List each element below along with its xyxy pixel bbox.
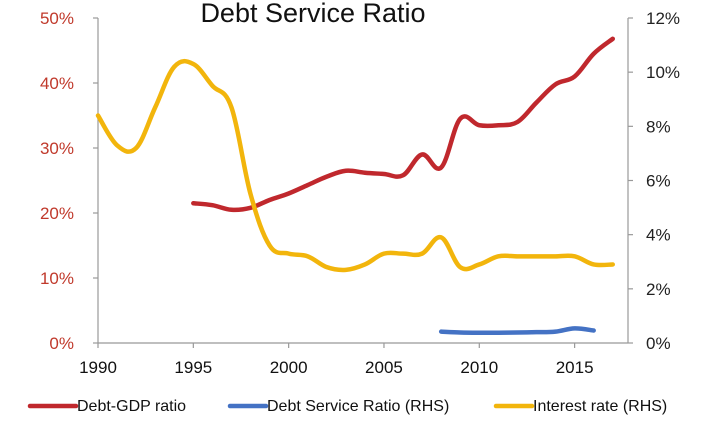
- x-tick-label: 2010: [460, 358, 498, 377]
- right-y-tick-label: 8%: [646, 117, 671, 136]
- series-interest-rate-line: [95, 58, 615, 273]
- series-debt-gdp-line: [191, 36, 615, 213]
- legend: Debt-GDP ratio Debt Service Ratio (RHS) In…: [27, 398, 667, 415]
- legend-label: Debt-GDP ratio: [77, 398, 186, 415]
- chart-title: Debt Service Ratio: [200, 0, 425, 28]
- right-y-tick-label: 4%: [646, 226, 671, 245]
- left-y-tick-label: 10%: [40, 269, 74, 288]
- x-tick-label: 1995: [174, 358, 212, 377]
- legend-item: Debt-GDP ratio: [27, 398, 186, 415]
- legend-item: Debt Service Ratio (RHS): [227, 398, 449, 415]
- right-y-tick-label: 12%: [646, 9, 680, 28]
- right-y-tick-label: 0%: [646, 334, 671, 353]
- legend-item: Interest rate (RHS): [493, 398, 667, 415]
- right-y-tick-label: 6%: [646, 172, 671, 191]
- left-y-tick-label: 20%: [40, 204, 74, 223]
- x-tick-label: 1990: [79, 358, 117, 377]
- legend-label: Debt Service Ratio (RHS): [267, 398, 449, 415]
- legend-label: Interest rate (RHS): [533, 398, 667, 415]
- x-tick-label: 2005: [365, 358, 403, 377]
- left-y-tick-label: 30%: [40, 139, 74, 158]
- axes: 0% 10% 20% 30% 40% 50% 0% 2% 4% 6% 8% 10% 12% 1990 199…: [40, 9, 680, 377]
- left-y-tick-label: 0%: [49, 334, 74, 353]
- x-tick-label: 2015: [556, 358, 594, 377]
- x-tick-label: 2000: [270, 358, 308, 377]
- right-y-tick-label: 2%: [646, 280, 671, 299]
- left-y-tick-label: 40%: [40, 74, 74, 93]
- series-layer: [95, 36, 615, 335]
- right-y-tick-label: 10%: [646, 63, 680, 82]
- left-y-tick-label: 50%: [40, 9, 74, 28]
- series-debt-service-line: [438, 326, 596, 335]
